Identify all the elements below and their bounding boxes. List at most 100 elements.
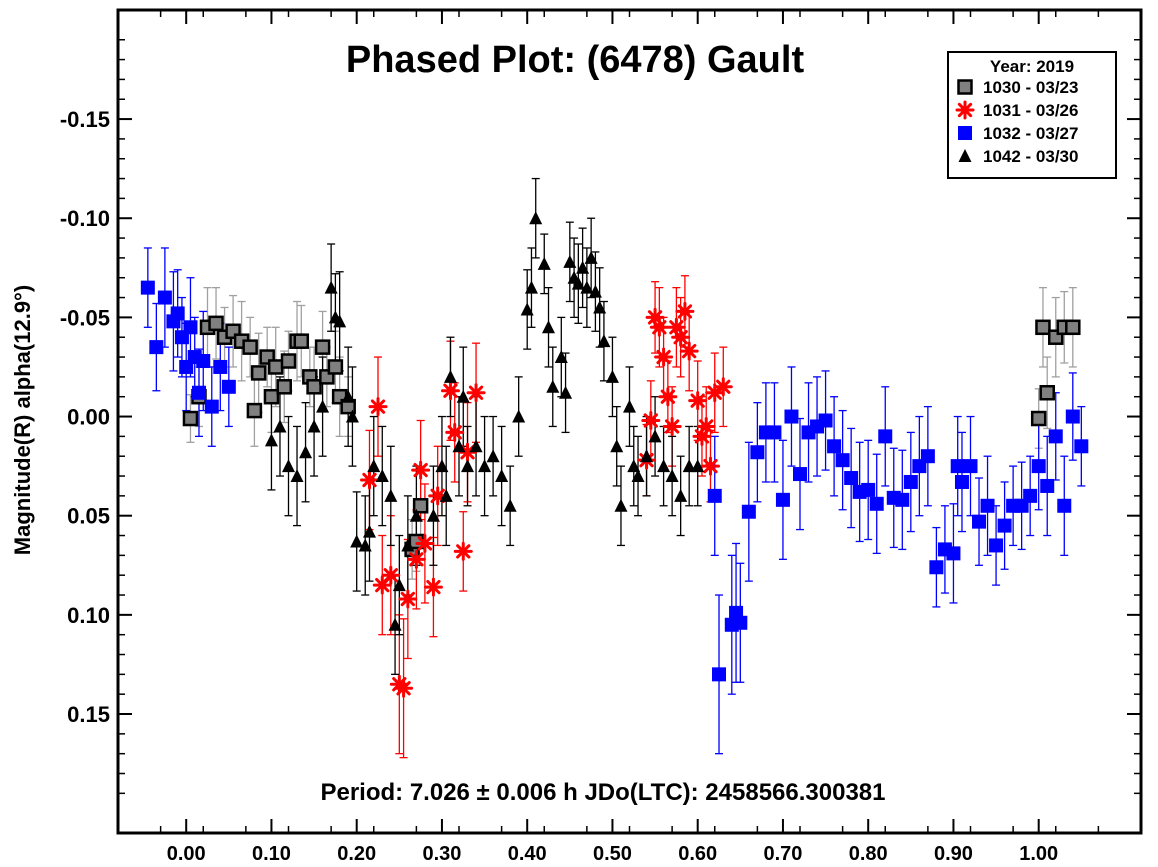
data-point bbox=[1023, 488, 1038, 503]
y-tick-label: -0.05 bbox=[60, 305, 110, 330]
legend-marker bbox=[958, 149, 972, 162]
data-point bbox=[439, 488, 453, 502]
data-points-layer bbox=[140, 211, 1089, 698]
x-tick-label: 0.50 bbox=[593, 843, 632, 865]
points-series-2 bbox=[140, 280, 1089, 682]
data-point bbox=[503, 498, 517, 512]
data-point bbox=[250, 365, 267, 381]
legend-marker bbox=[955, 100, 975, 120]
data-point bbox=[423, 577, 443, 597]
data-point bbox=[584, 250, 598, 264]
data-point bbox=[640, 449, 654, 463]
data-point bbox=[440, 381, 460, 401]
data-point bbox=[1074, 439, 1089, 454]
data-point bbox=[588, 284, 602, 298]
y-tick-label: 0.00 bbox=[67, 405, 110, 430]
data-point bbox=[750, 445, 765, 460]
data-point bbox=[827, 439, 842, 454]
data-point bbox=[593, 300, 607, 314]
data-point bbox=[537, 256, 551, 270]
points-series-0 bbox=[182, 315, 1081, 558]
data-point bbox=[712, 667, 727, 682]
data-point bbox=[401, 538, 415, 552]
data-point bbox=[375, 469, 389, 483]
data-point bbox=[267, 359, 284, 375]
data-point bbox=[409, 508, 423, 522]
legend-title: Year: 2019 bbox=[990, 57, 1074, 76]
x-tick-label: 0.20 bbox=[337, 843, 376, 865]
data-point bbox=[314, 339, 331, 355]
legend-marker bbox=[958, 126, 972, 140]
data-point bbox=[461, 459, 475, 473]
data-point bbox=[903, 474, 918, 489]
data-point bbox=[675, 301, 695, 321]
x-tick-label: 0.80 bbox=[849, 843, 888, 865]
data-point bbox=[324, 280, 338, 294]
data-point bbox=[662, 416, 682, 436]
data-point bbox=[1048, 429, 1063, 444]
data-point bbox=[157, 290, 172, 305]
data-point bbox=[878, 429, 893, 444]
x-tick-label: 0.90 bbox=[934, 843, 973, 865]
data-point bbox=[264, 433, 278, 447]
data-point bbox=[657, 459, 671, 473]
data-point bbox=[333, 314, 347, 328]
x-tick-labels: 0.00 0.10 0.20 0.30 0.40 0.50 0.60 0.70 0.80 0.90… bbox=[167, 843, 1058, 865]
data-point bbox=[691, 459, 705, 473]
data-point bbox=[406, 549, 426, 569]
y-tick-label: -0.10 bbox=[60, 206, 110, 231]
data-point bbox=[246, 402, 263, 419]
data-point bbox=[597, 334, 611, 348]
data-point bbox=[997, 518, 1012, 533]
data-point bbox=[627, 459, 641, 473]
y-tick-labels: -0.15 -0.10 -0.05 0.00 0.05 0.10 0.15 bbox=[60, 107, 110, 727]
data-point bbox=[980, 498, 995, 513]
data-point bbox=[835, 453, 850, 468]
data-point bbox=[182, 410, 199, 427]
data-point bbox=[614, 498, 628, 512]
data-point bbox=[648, 429, 662, 443]
data-point bbox=[213, 359, 228, 374]
data-point bbox=[293, 333, 310, 349]
x-tick-label: 0.30 bbox=[422, 843, 461, 865]
legend-item: 1031 - 03/26 bbox=[955, 100, 1078, 120]
data-point bbox=[641, 411, 661, 431]
data-point bbox=[478, 459, 492, 473]
data-point bbox=[741, 504, 756, 519]
data-point bbox=[576, 260, 590, 274]
x-tick-label: 0.10 bbox=[252, 843, 291, 865]
chart-title: Phased Plot: (6478) Gault bbox=[346, 39, 805, 81]
data-point bbox=[529, 211, 543, 225]
y-tick-label: 0.10 bbox=[67, 603, 110, 628]
data-point bbox=[435, 459, 449, 473]
data-point bbox=[495, 469, 509, 483]
data-point bbox=[290, 469, 304, 483]
data-point bbox=[775, 492, 790, 507]
data-point bbox=[671, 327, 691, 347]
data-point bbox=[605, 369, 619, 383]
data-point bbox=[384, 488, 398, 502]
data-point bbox=[688, 391, 708, 411]
data-point bbox=[649, 317, 669, 337]
data-point bbox=[696, 416, 716, 436]
data-point bbox=[426, 508, 440, 522]
data-point bbox=[276, 379, 292, 395]
data-point bbox=[1039, 384, 1055, 401]
data-point bbox=[392, 578, 406, 592]
data-point bbox=[682, 459, 696, 473]
data-point bbox=[623, 399, 636, 413]
y-tick-label: -0.15 bbox=[60, 107, 110, 132]
data-point bbox=[306, 379, 322, 395]
data-point bbox=[140, 280, 155, 295]
data-point bbox=[1057, 498, 1072, 513]
data-point bbox=[524, 280, 538, 294]
data-point bbox=[368, 397, 388, 417]
data-point bbox=[412, 498, 429, 514]
data-point bbox=[394, 678, 414, 698]
data-point bbox=[1035, 319, 1051, 336]
data-point bbox=[469, 439, 483, 453]
points-series-1 bbox=[359, 301, 733, 698]
data-point bbox=[1031, 459, 1046, 474]
data-point bbox=[221, 379, 236, 394]
